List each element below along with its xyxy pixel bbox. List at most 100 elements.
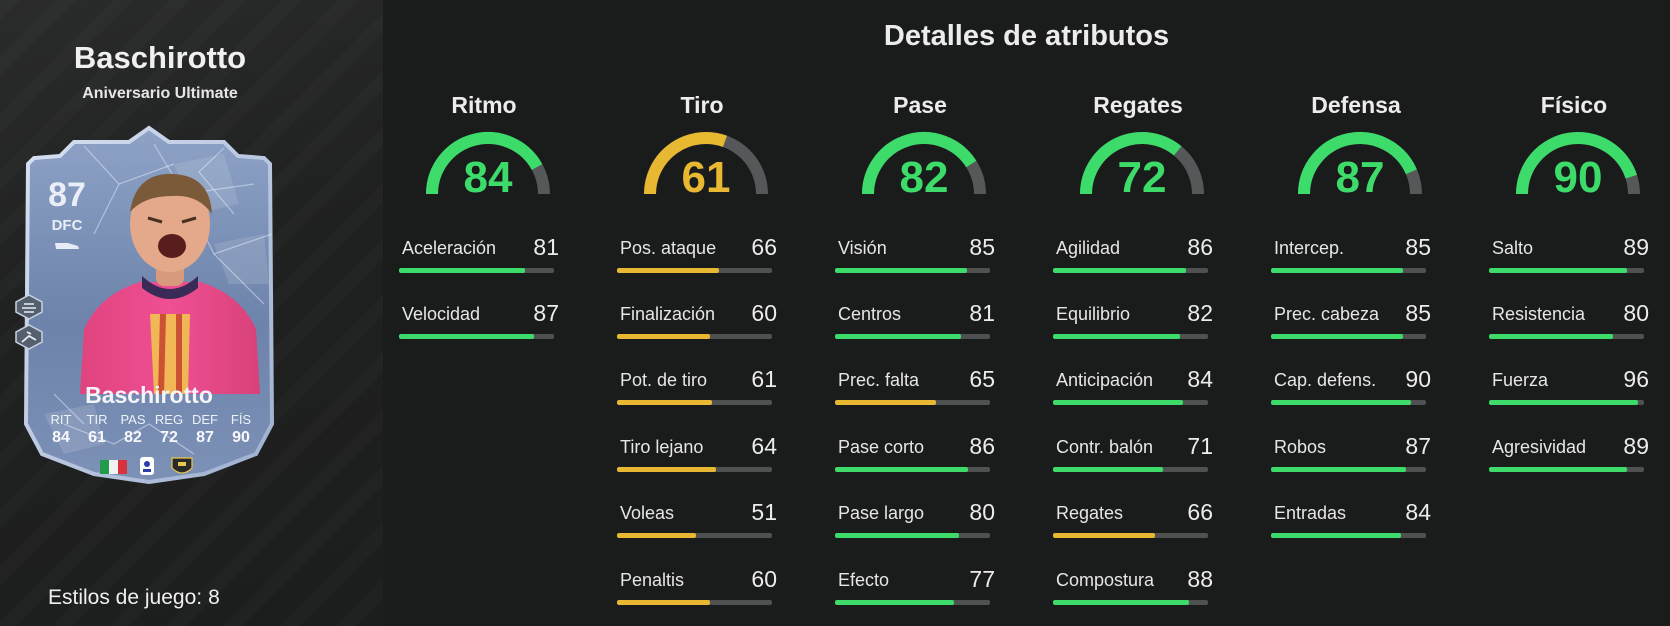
category-value: 84 [463,153,513,202]
attribute-name: Intercep. [1274,238,1345,258]
attribute-name: Centros [838,304,902,324]
attribute-name: Fuerza [1492,370,1549,390]
attribute-row[interactable]: Pase corto 86 [835,433,995,477]
attribute-row[interactable]: Finalización 60 [617,300,777,344]
attribute-value: 89 [1623,234,1649,260]
attribute-row[interactable]: Tiro lejano 64 [617,433,777,477]
attribute-value: 66 [751,234,777,260]
category-value: 61 [681,153,731,202]
attribute-bar [835,334,990,339]
attribute-name: Tiro lejano [620,437,704,457]
attribute-row[interactable]: Resistencia 80 [1489,300,1649,344]
attribute-row[interactable]: Cap. defens. 90 [1271,366,1431,410]
attribute-bar [1489,467,1644,472]
attribute-name: Velocidad [402,304,481,324]
attribute-bar [1053,600,1208,605]
card-stat: RIT 84 [44,412,78,447]
attribute-value: 81 [969,300,995,326]
attribute-row[interactable]: Fuerza 96 [1489,366,1649,410]
attribute-row[interactable]: Equilibrio 82 [1053,300,1213,344]
attribute-bar-fill [1489,334,1613,339]
attribute-row[interactable]: Contr. balón 71 [1053,433,1213,477]
attribute-bar [1053,533,1208,538]
category-gauge [644,132,768,195]
attribute-name: Resistencia [1492,304,1586,324]
attribute-row[interactable]: Centros 81 [835,300,995,344]
category-title: Regates [1093,92,1183,118]
attribute-bar-fill [1271,533,1402,538]
attribute-value: 60 [751,300,777,326]
player-card[interactable]: 87 DFC Baschirotto RIT 84 TIR 61 PAS 82 REG 72 D… [15,124,274,484]
category-gauge [862,132,986,195]
attribute-bar [617,533,772,538]
attribute-value: 88 [1187,566,1213,592]
attribute-bar-fill [1271,400,1411,405]
attribute-row[interactable]: Aceleración 81 [399,234,559,278]
attribute-bar-fill [617,600,710,605]
attribute-value: 64 [751,433,777,459]
attribute-row[interactable]: Robos 87 [1271,433,1431,477]
attribute-row[interactable]: Prec. falta 65 [835,366,995,410]
attribute-value: 85 [1405,234,1431,260]
attribute-bar [617,334,772,339]
attribute-row[interactable]: Entradas 84 [1271,499,1431,543]
attribute-row[interactable]: Salto 89 [1489,234,1649,278]
attribute-row[interactable]: Intercep. 85 [1271,234,1431,278]
attribute-name: Pos. ataque [620,238,717,258]
attribute-value: 80 [1623,300,1649,326]
category-title: Pase [893,92,947,118]
attribute-bar [1271,268,1426,273]
gauge-fill [1080,132,1182,195]
club-crest-icon [171,457,193,474]
playstyles-summary: Estilos de juego: 8 [48,586,220,610]
attribute-row[interactable]: Anticipación 84 [1053,366,1213,410]
attribute-row[interactable]: Agresividad 89 [1489,433,1649,477]
attribute-bar [1271,533,1426,538]
attribute-bar-fill [835,533,959,538]
attribute-row[interactable]: Efecto 77 [835,566,995,610]
attribute-value: 61 [751,366,777,392]
boot-icon [55,243,79,249]
attribute-row[interactable]: Visión 85 [835,234,995,278]
attribute-value: 90 [1405,366,1431,392]
attribute-name: Regates [1056,503,1124,523]
attribute-bar-fill [1489,400,1638,405]
attribute-name: Prec. falta [838,370,920,390]
category-value: 87 [1335,153,1385,202]
attribute-bar-fill [1053,600,1190,605]
attribute-name: Visión [838,238,887,258]
attribute-value: 80 [969,499,995,525]
attribute-row[interactable]: Pase largo 80 [835,499,995,543]
attribute-value: 82 [1187,300,1213,326]
playstyles-label: Estilos de juego: [48,586,203,609]
category-title: Ritmo [451,92,517,118]
attribute-bar [835,268,990,273]
attribute-row[interactable]: Velocidad 87 [399,300,559,344]
attribute-row[interactable]: Compostura 88 [1053,566,1213,610]
attribute-bar-fill [1053,467,1164,472]
card-player-name: Baschirotto [85,382,213,408]
attribute-row[interactable]: Agilidad 86 [1053,234,1213,278]
card-stat-value: 84 [52,429,70,446]
attribute-row[interactable]: Penaltis 60 [617,566,777,610]
attribute-value: 89 [1623,433,1649,459]
attribute-row[interactable]: Prec. cabeza 85 [1271,300,1431,344]
attribute-bar-fill [1489,467,1627,472]
attribute-row[interactable]: Pot. de tiro 61 [617,366,777,410]
attribute-name: Prec. cabeza [1274,304,1380,324]
card-badges [100,457,193,475]
attribute-name: Anticipación [1056,370,1154,390]
attribute-bar-fill [835,600,955,605]
category-value: 72 [1117,153,1167,202]
attribute-bar-fill [617,467,717,472]
card-stat-label: TIR [86,412,108,427]
attribute-bar [835,600,990,605]
attribute-row[interactable]: Regates 66 [1053,499,1213,543]
attribute-name: Pase largo [838,503,925,523]
attribute-row[interactable]: Voleas 51 [617,499,777,543]
attribute-value: 87 [1405,433,1431,459]
attribute-bar-fill [835,467,969,472]
attribute-row[interactable]: Pos. ataque 66 [617,234,777,278]
attribute-bar [835,533,990,538]
league-logo-icon [140,457,154,475]
